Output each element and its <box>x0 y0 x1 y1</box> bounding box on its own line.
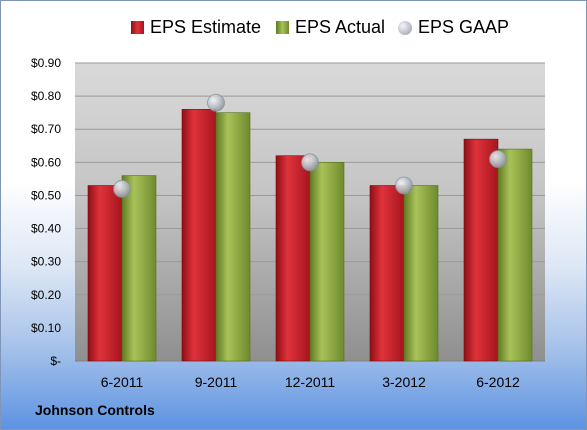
x-tick-label: 6-2011 <box>101 374 144 390</box>
marker-eps-gaap <box>395 176 413 195</box>
chart-legend: EPS Estimate EPS Actual EPS GAAP <box>1 17 586 43</box>
bar-eps-actual <box>215 112 251 362</box>
bar-eps-actual <box>403 185 439 362</box>
bar-eps-actual <box>309 162 345 362</box>
marker-eps-gaap <box>207 93 225 112</box>
y-tick-label: $0.50 <box>31 188 61 202</box>
x-tick-label: 9-2011 <box>195 374 238 390</box>
company-label: Johnson Controls <box>35 402 155 418</box>
marker-eps-gaap <box>489 150 507 168</box>
y-tick-label: $- <box>50 354 61 368</box>
y-tick-label: $0.90 <box>31 56 61 70</box>
marker-eps-gaap <box>113 179 131 198</box>
legend-swatch-eps-actual <box>276 21 289 34</box>
x-tick-label: 6-2012 <box>476 374 520 390</box>
legend-label-eps-actual: EPS Actual <box>295 17 386 37</box>
marker-eps-gaap <box>301 153 319 172</box>
legend-item-eps-estimate: EPS Estimate <box>131 17 261 38</box>
legend-label-eps-gaap: EPS GAAP <box>418 17 510 37</box>
legend-label-eps-estimate: EPS Estimate <box>150 17 262 37</box>
y-tick-label: $0.80 <box>31 89 61 103</box>
y-tick-label: $0.20 <box>31 288 61 302</box>
y-tick-label: $0.40 <box>31 222 61 236</box>
bar-eps-estimate <box>369 185 405 362</box>
y-tick-label: $0.70 <box>31 122 61 136</box>
y-tick-label: $0.60 <box>31 155 61 169</box>
y-tick-label: $0.30 <box>31 255 61 269</box>
legend-item-eps-gaap: EPS GAAP <box>398 17 509 38</box>
legend-swatch-eps-estimate <box>131 21 144 34</box>
y-tick-label: $0.10 <box>31 321 61 335</box>
bar-eps-estimate <box>463 138 499 362</box>
legend-swatch-eps-gaap <box>398 20 412 35</box>
legend-item-eps-actual: EPS Actual <box>276 17 385 38</box>
bar-eps-estimate <box>87 185 123 362</box>
x-tick-label: 12-2011 <box>285 374 336 390</box>
bar-eps-estimate <box>181 109 217 362</box>
x-tick-label: 3-2012 <box>382 374 426 390</box>
bar-eps-estimate <box>275 155 311 362</box>
bar-eps-actual <box>121 175 157 362</box>
bar-eps-actual <box>497 148 533 362</box>
